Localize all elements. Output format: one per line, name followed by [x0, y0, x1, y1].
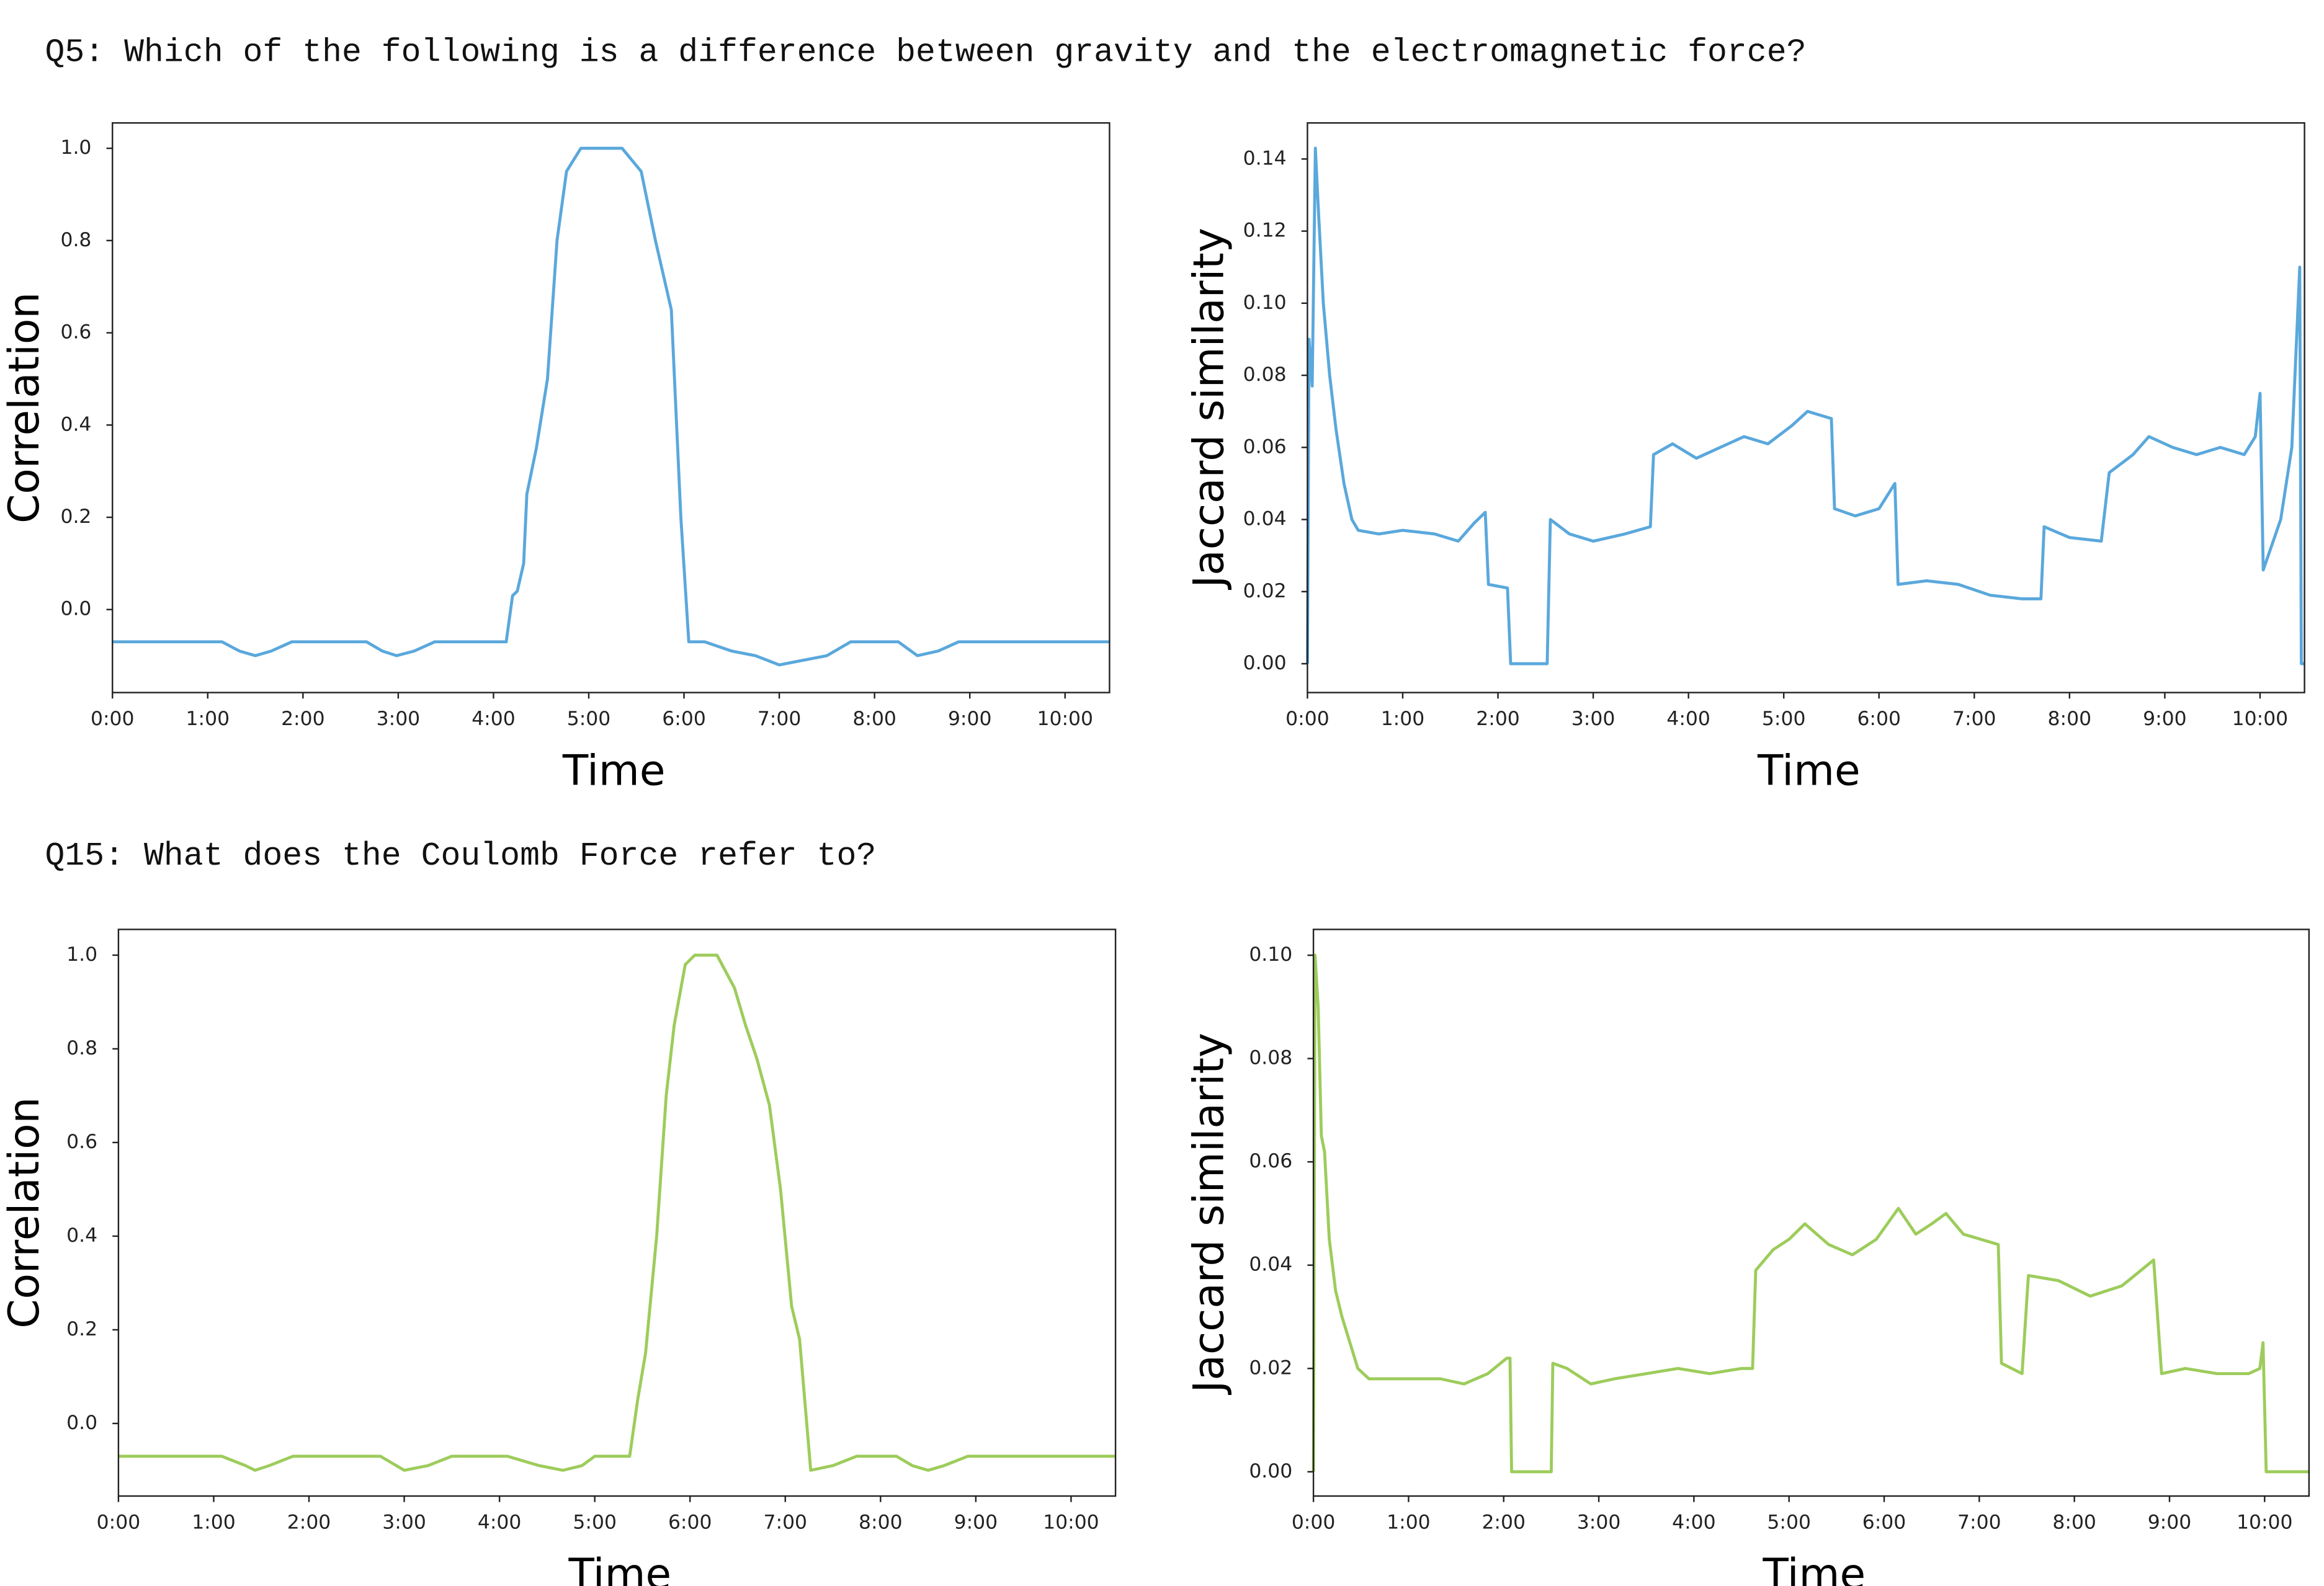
x-tick-label: 8:00	[2052, 1511, 2096, 1533]
x-tick-label: 1:00	[192, 1511, 236, 1533]
x-axis-label: Time	[562, 746, 666, 795]
y-tick-label: 0.6	[66, 1131, 97, 1153]
y-axis-label: Correlation	[0, 1097, 48, 1329]
x-tick-label: 0:00	[1285, 708, 1330, 730]
x-tick-label: 2:00	[1476, 708, 1520, 730]
y-tick-label: 0.8	[66, 1037, 97, 1059]
y-tick-label: 0.00	[1249, 1460, 1292, 1482]
y-tick-label: 0.02	[1249, 1357, 1292, 1379]
x-tick-label: 5:00	[1767, 1511, 1811, 1533]
question: Q5: Which of the following is a differen…	[45, 34, 1807, 71]
y-tick-label: 0.06	[1243, 435, 1287, 458]
x-tick-label: 6:00	[1857, 708, 1901, 730]
y-tick-label: 0.02	[1243, 580, 1287, 602]
y-tick-label: 0.0	[60, 598, 91, 620]
x-tick-label: 1:00	[186, 708, 230, 730]
y-tick-label: 0.06	[1249, 1150, 1292, 1172]
x-tick-label: 6:00	[1862, 1511, 1906, 1533]
x-tick-label: 2:00	[281, 708, 325, 730]
x-tick-label: 5:00	[573, 1511, 617, 1533]
x-tick-label: 0:00	[97, 1511, 141, 1533]
x-tick-label: 3:00	[1577, 1511, 1621, 1533]
x-tick-label: 9:00	[954, 1511, 998, 1533]
x-tick-label: 8:00	[859, 1511, 903, 1533]
x-tick-label: 4:00	[1672, 1511, 1716, 1533]
x-tick-label: 7:00	[758, 708, 802, 730]
plot-frame	[117, 929, 1117, 1497]
x-tick-label: 0:00	[91, 708, 135, 730]
y-tick-label: 0.6	[60, 321, 91, 344]
x-tick-label: 4:00	[478, 1511, 522, 1533]
x-tick-label: 6:00	[668, 1511, 712, 1533]
y-axis-label: Correlation	[0, 292, 48, 523]
x-tick-label: 7:00	[764, 1511, 808, 1533]
y-tick-label: 0.04	[1249, 1254, 1292, 1276]
y-axis-label: Jaccard similarity	[1184, 1033, 1233, 1396]
x-tick-label: 2:00	[1482, 1511, 1526, 1533]
x-tick-label: 7:00	[1957, 1511, 2001, 1533]
x-tick-label: 9:00	[948, 708, 992, 730]
y-tick-label: 0.12	[1243, 220, 1287, 242]
y-tick-label: 0.4	[60, 413, 91, 435]
x-tick-label: 4:00	[472, 708, 516, 730]
plot-frame	[1312, 929, 2310, 1497]
y-tick-label: 0.10	[1243, 292, 1287, 314]
plot-frame	[1307, 122, 2305, 693]
y-tick-label: 0.8	[60, 229, 91, 251]
x-tick-label: 5:00	[567, 708, 611, 730]
y-tick-label: 0.14	[1243, 147, 1287, 169]
x-tick-label: 8:00	[852, 708, 896, 730]
x-tick-label: 1:00	[1381, 708, 1425, 730]
data-line	[1312, 953, 2309, 1474]
x-tick-label: 1:00	[1387, 1511, 1431, 1533]
data-line	[112, 146, 1110, 667]
x-tick-label: 6:00	[662, 708, 706, 730]
x-tick-label: 0:00	[1292, 1511, 1336, 1533]
x-tick-label: 3:00	[382, 1511, 426, 1533]
x-tick-label: 7:00	[1952, 708, 1996, 730]
question: Q15: What does the Coulomb Force refer t…	[45, 837, 877, 875]
y-tick-label: 0.08	[1243, 363, 1287, 386]
y-tick-label: 1.0	[60, 136, 91, 159]
x-tick-label: 3:00	[377, 708, 421, 730]
data-line	[118, 953, 1116, 1472]
y-tick-label: 1.0	[66, 943, 97, 966]
x-tick-label: 2:00	[287, 1511, 331, 1533]
y-tick-label: 0.10	[1249, 943, 1292, 966]
x-axis-label: Time	[1763, 1549, 1866, 1586]
y-tick-label: 0.08	[1249, 1047, 1292, 1069]
y-tick-label: 0.04	[1243, 508, 1287, 530]
y-tick-label: 0.2	[60, 506, 91, 528]
x-tick-label: 4:00	[1666, 708, 1710, 730]
y-tick-label: 0.4	[66, 1224, 97, 1247]
x-tick-label: 8:00	[2048, 708, 2092, 730]
y-tick-label: 0.0	[66, 1412, 97, 1434]
y-axis-label: Jaccard similarity	[1184, 228, 1233, 590]
x-tick-label: 10:00	[2232, 708, 2289, 730]
x-axis-label: Time	[568, 1549, 672, 1586]
x-tick-label: 10:00	[2237, 1511, 2293, 1533]
x-tick-label: 10:00	[1043, 1511, 1099, 1533]
x-tick-label: 9:00	[2148, 1511, 2192, 1533]
x-tick-label: 9:00	[2143, 708, 2187, 730]
y-tick-label: 0.2	[66, 1318, 97, 1340]
data-line	[1306, 146, 2305, 666]
x-tick-label: 10:00	[1037, 708, 1093, 730]
x-axis-label: Time	[1757, 746, 1861, 795]
y-tick-label: 0.00	[1243, 652, 1287, 674]
plot-frame	[112, 122, 1111, 693]
x-tick-label: 3:00	[1571, 708, 1616, 730]
x-tick-label: 5:00	[1762, 708, 1806, 730]
